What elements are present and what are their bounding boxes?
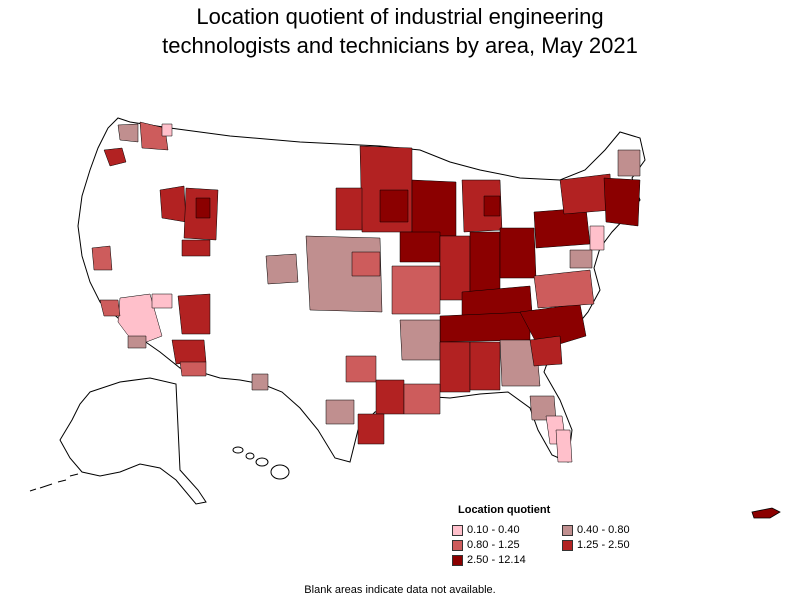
legend-swatch xyxy=(452,539,463,551)
area-patch-ca-la xyxy=(99,299,121,317)
area-patch-sc xyxy=(529,335,563,367)
area-patch-tx-east xyxy=(375,379,405,415)
area-patch-dakotas xyxy=(335,187,363,231)
area-patch-illinois xyxy=(439,235,471,301)
area-patch-wisconsin xyxy=(411,179,457,237)
legend-title: Location quotient xyxy=(458,504,551,516)
area-patch-wa-east xyxy=(139,121,169,151)
hawaii-islands xyxy=(232,446,290,480)
area-patch-utah-south xyxy=(181,239,211,257)
legend-item: 1.25 - 2.50 xyxy=(562,539,672,551)
area-patch-az-phoenix xyxy=(171,339,207,365)
area-patch-tennessee xyxy=(439,311,531,343)
puerto-rico xyxy=(751,507,781,519)
area-patch-virginia xyxy=(533,269,595,309)
area-patch-md xyxy=(569,249,593,269)
area-patch-indiana xyxy=(469,231,501,293)
area-patch-ca-north xyxy=(91,245,113,271)
area-patch-ks-east xyxy=(351,251,381,277)
area-patch-utah-core xyxy=(195,197,211,219)
area-patch-nm xyxy=(177,293,211,335)
area-patch-wa-mid xyxy=(161,123,173,137)
area-patch-mi-core xyxy=(483,195,501,217)
legend-label: 0.80 - 1.25 xyxy=(467,539,520,551)
area-patch-tx-central xyxy=(325,399,355,425)
area-patch-missouri xyxy=(391,265,441,315)
legend-swatch xyxy=(452,524,463,536)
legend-item: 0.40 - 0.80 xyxy=(562,524,672,536)
no-data-note: Blank areas indicate data not available. xyxy=(304,584,496,596)
area-patch-nj xyxy=(589,225,605,251)
legend-item: 2.50 - 12.14 xyxy=(452,554,562,566)
area-patch-tx-west xyxy=(251,373,269,391)
legend-label: 2.50 - 12.14 xyxy=(467,554,526,566)
area-patch-pennsylvania xyxy=(533,207,591,249)
area-patch-iowa xyxy=(399,231,441,263)
area-patch-alabama xyxy=(469,341,501,391)
area-patch-mississippi xyxy=(439,341,471,393)
legend-swatch xyxy=(562,539,573,551)
map-title: Location quotient of industrial engineer… xyxy=(0,2,800,60)
legend-label: 0.40 - 0.80 xyxy=(577,524,630,536)
area-patch-maine xyxy=(617,149,641,177)
legend-swatch xyxy=(452,554,463,566)
area-patch-pacific-nw xyxy=(103,147,127,167)
legend-label: 0.10 - 0.40 xyxy=(467,524,520,536)
area-patch-ca-south xyxy=(117,293,163,347)
area-patches xyxy=(91,121,641,463)
area-patch-az-tucson xyxy=(179,361,207,377)
area-patch-nv xyxy=(151,293,173,309)
area-patch-fl-south xyxy=(555,429,573,463)
area-patch-idaho xyxy=(159,185,187,223)
area-patch-mn-core xyxy=(379,189,409,223)
area-patch-co xyxy=(265,253,299,285)
area-patch-wa-north xyxy=(117,123,139,143)
alaska-outline xyxy=(59,377,207,505)
area-patch-arkansas xyxy=(399,319,441,361)
area-patch-tx-houston xyxy=(357,413,385,445)
area-patch-georgia xyxy=(499,339,541,387)
title-line-2: technologists and technicians by area, M… xyxy=(162,33,638,58)
legend-label: 1.25 - 2.50 xyxy=(577,539,630,551)
legend-item: 0.80 - 1.25 xyxy=(452,539,562,551)
legend-grid: 0.10 - 0.40 0.40 - 0.80 0.80 - 1.25 1.25… xyxy=(452,524,672,566)
legend-item: 0.10 - 0.40 xyxy=(452,524,562,536)
area-patch-ohio xyxy=(499,227,537,279)
legend-swatch xyxy=(562,524,573,536)
area-patch-louisiana xyxy=(403,383,441,415)
area-patch-new-england xyxy=(603,177,641,227)
aleutian-islands xyxy=(29,473,79,492)
title-line-1: Location quotient of industrial engineer… xyxy=(196,4,604,29)
legend: Location quotient 0.10 - 0.40 0.40 - 0.8… xyxy=(452,504,672,566)
area-patch-tx-dallas xyxy=(345,355,377,383)
area-patch-sd-ca xyxy=(127,335,147,349)
